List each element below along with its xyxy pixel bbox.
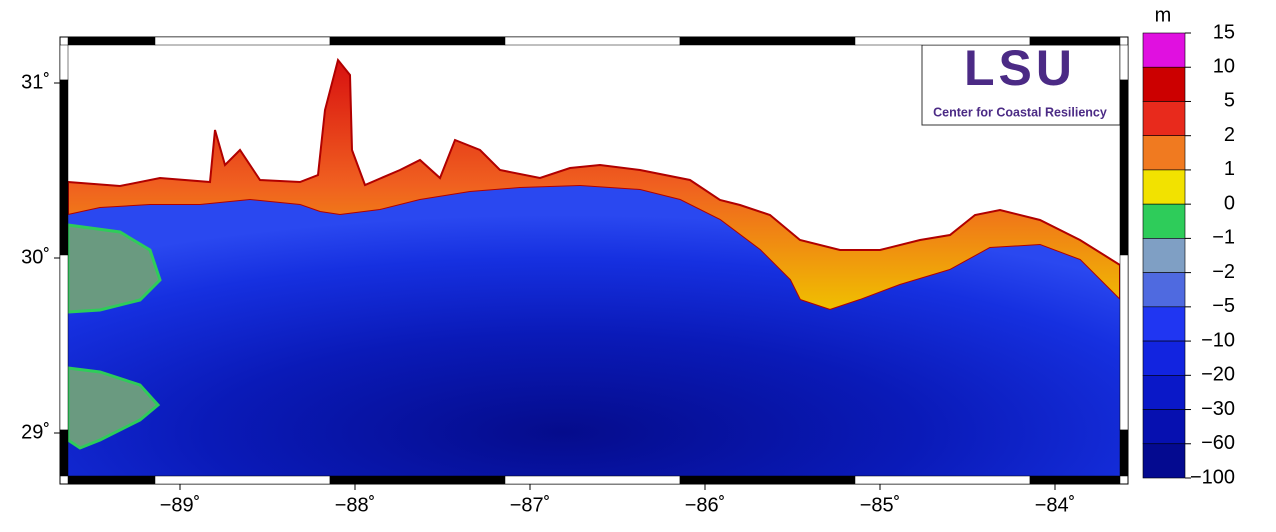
colorbar-band [1143,33,1185,67]
colorbar-band [1143,238,1185,272]
lon-tick-label: −86˚ [685,494,726,516]
lon-tick-label: −88˚ [335,494,376,516]
colorbar-label: 5 [1224,90,1235,112]
lon-tick-label: −84˚ [1035,494,1076,516]
colorbar-label: −60 [1201,432,1235,454]
colorbar-band [1143,444,1185,478]
colorbar-band [1143,67,1185,101]
colorbar-label: −5 [1212,295,1235,317]
colorbar-band [1143,307,1185,341]
frame-segment [1120,45,1128,80]
colorbar-label: −30 [1201,398,1235,420]
frame-segment [155,37,330,45]
logo-title: LSU [964,40,1076,96]
colorbar-label: −10 [1201,329,1235,351]
frame-segment [1030,476,1120,484]
colorbar-band [1143,375,1185,409]
colorbar-label: 2 [1224,124,1235,146]
frame-segment [330,37,505,45]
frame-segment [60,430,68,476]
colorbar-label: 1 [1224,158,1235,180]
frame-segment [68,476,155,484]
colorbar-band [1143,410,1185,444]
colorbar-band [1143,170,1185,204]
lon-tick-label: −89˚ [160,494,201,516]
colorbar-label: −20 [1201,364,1235,386]
frame-segment [680,476,855,484]
colorbar-band [1143,101,1185,135]
frame-segment [680,37,855,45]
frame-segment [155,476,330,484]
colorbar-band [1143,204,1185,238]
map-area: LSU Center for Coastal Resiliency [68,40,1120,476]
lat-tick-label: 31˚ [21,71,50,93]
colorbar-label: −1 [1212,227,1235,249]
lon-tick-label: −87˚ [510,494,551,516]
map-figure: LSU Center for Coastal Resiliency −89˚ −8… [0,0,1276,527]
frame-segment [505,476,680,484]
colorbar-band [1143,341,1185,375]
frame-segment [1120,80,1128,255]
frame-segment [855,37,1030,45]
colorbar-label: −2 [1212,261,1235,283]
frame-segment [60,45,68,80]
frame-segment [1030,37,1120,45]
frame-segment [855,476,1030,484]
logo-subtitle: Center for Coastal Resiliency [933,105,1107,119]
frame-segment [60,255,68,430]
frame-segment [505,37,680,45]
colorbar-label: 15 [1213,21,1235,43]
frame-segment [330,476,505,484]
colorbar-label: 0 [1224,192,1235,214]
colorbar-label: 10 [1213,56,1235,78]
lon-tick-label: −85˚ [860,494,901,516]
colorbar-label: −100 [1190,466,1235,488]
colorbar-band [1143,273,1185,307]
frame-segment [1120,255,1128,430]
frame-segment [60,80,68,255]
lat-tick-label: 30˚ [21,246,50,268]
colorbar-band [1143,136,1185,170]
frame-segment [1120,430,1128,476]
colorbar-unit: m [1155,4,1172,26]
lat-tick-label: 29˚ [21,421,50,443]
frame-segment [68,37,155,45]
